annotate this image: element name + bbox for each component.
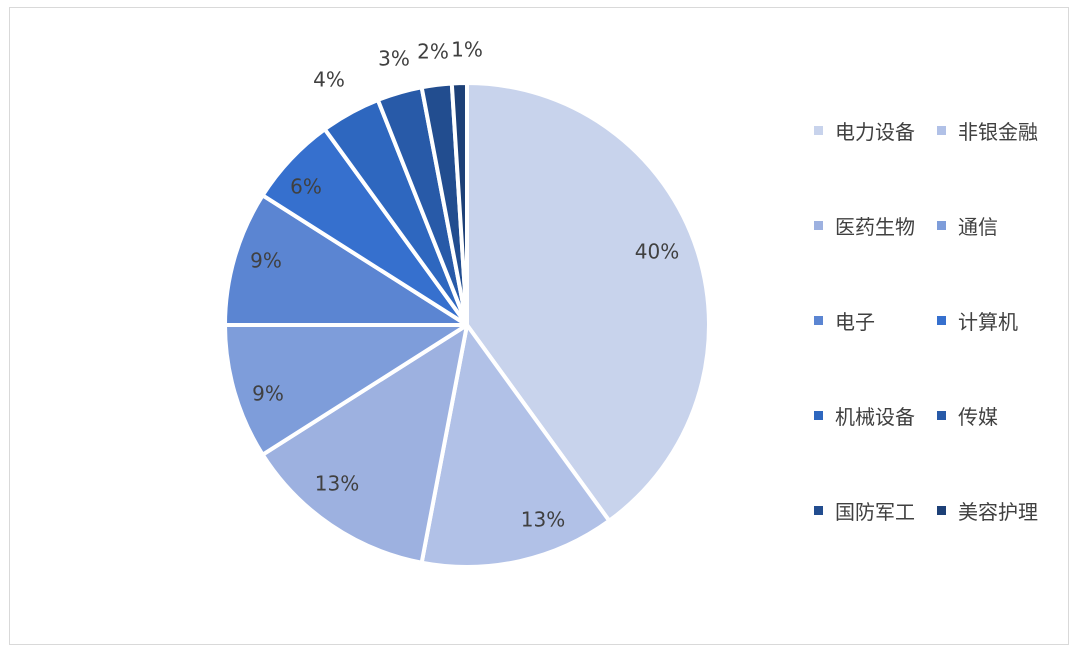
legend-item: 美容护理 xyxy=(937,496,1038,525)
pie-data-label: 2% xyxy=(417,40,449,64)
legend-label: 计算机 xyxy=(958,310,1018,334)
legend-item: 电子 xyxy=(814,306,875,335)
legend-label: 国防军工 xyxy=(835,500,915,524)
legend-label: 美容护理 xyxy=(958,500,1038,524)
legend-item: 机械设备 xyxy=(814,401,915,430)
pie-slices xyxy=(223,81,711,569)
legend-item: 计算机 xyxy=(937,306,1018,335)
legend-swatch xyxy=(937,506,946,515)
legend-swatch xyxy=(937,411,946,420)
legend-swatch xyxy=(937,221,946,230)
legend-label: 电力设备 xyxy=(835,120,915,144)
pie-slice xyxy=(465,81,711,523)
pie-data-labels: 40% 13% 13% 9% 9% 6% 4% 3% 2% 1% xyxy=(250,38,679,532)
legend-item: 通信 xyxy=(937,211,998,240)
legend-label: 电子 xyxy=(835,310,875,334)
pie-data-label: 40% xyxy=(635,240,679,264)
pie-data-label: 4% xyxy=(313,68,345,92)
legend-item: 医药生物 xyxy=(814,211,915,240)
legend-item: 电力设备 xyxy=(814,116,915,145)
legend-label: 医药生物 xyxy=(835,215,915,239)
pie-slice xyxy=(260,323,469,565)
pie-slice xyxy=(449,81,469,327)
legend-swatch xyxy=(814,126,823,135)
legend-item: 传媒 xyxy=(937,401,998,430)
legend-swatch xyxy=(814,506,823,515)
legend-label: 非银金融 xyxy=(958,120,1038,144)
pie-data-label: 13% xyxy=(315,472,359,496)
pie-slice xyxy=(223,193,469,327)
pie-data-label: 6% xyxy=(290,175,322,199)
pie-data-label: 13% xyxy=(521,508,565,532)
legend-swatch xyxy=(814,221,823,230)
legend-swatch xyxy=(814,411,823,420)
legend-swatch xyxy=(814,316,823,325)
pie-slice xyxy=(223,323,469,457)
legend-label: 传媒 xyxy=(958,405,998,429)
pie-data-label: 9% xyxy=(252,382,284,406)
legend-item: 非银金融 xyxy=(937,116,1038,145)
legend-label: 机械设备 xyxy=(835,405,915,429)
legend-swatch xyxy=(937,126,946,135)
pie-data-label: 1% xyxy=(451,38,483,62)
pie-slice xyxy=(419,323,612,569)
legend-swatch xyxy=(937,316,946,325)
pie-data-label: 3% xyxy=(378,47,410,71)
legend-label: 通信 xyxy=(958,215,998,239)
pie-data-label: 9% xyxy=(250,249,282,273)
legend-item: 国防军工 xyxy=(814,496,915,525)
